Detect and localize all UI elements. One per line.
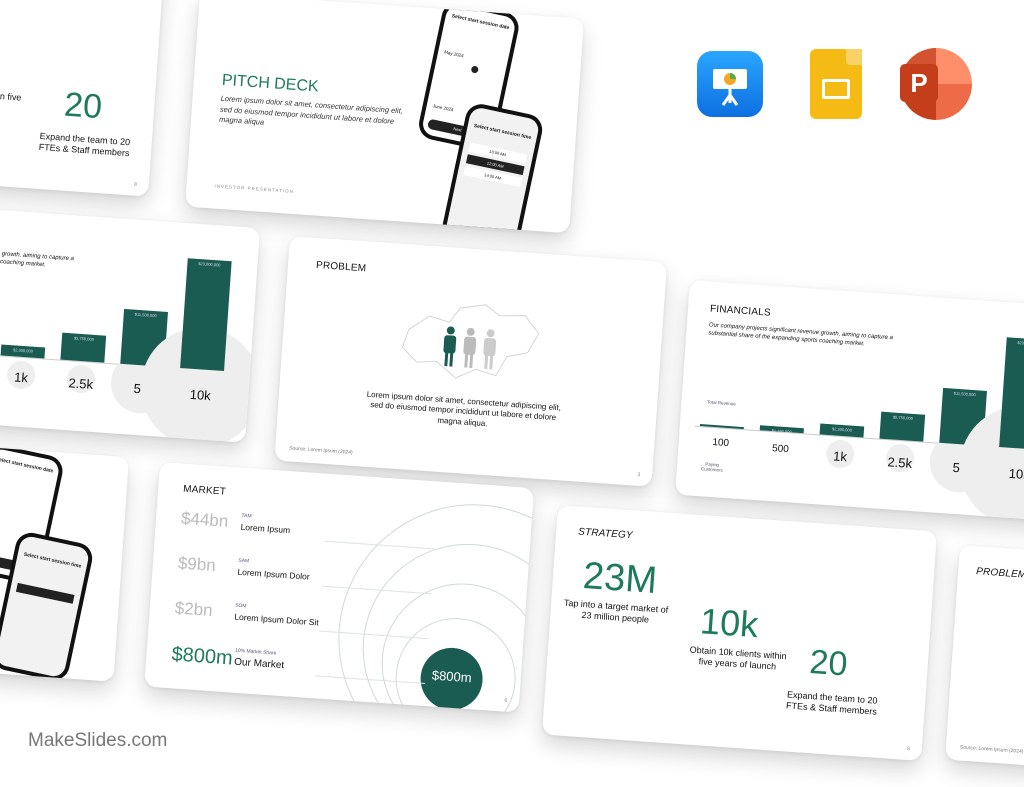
slide-strategy[interactable]: STRATEGY 23M Tap into a target market of… <box>541 505 938 761</box>
bar-value-label: $5,750,000 <box>892 413 914 421</box>
bar-value-label: $5,750,000 <box>73 334 95 342</box>
problem-title: PROBLEM <box>315 259 367 275</box>
bar-value-label: $11,500,000 <box>953 390 976 398</box>
revenue-bar: $5,750,000 <box>879 411 926 442</box>
stat-value: 10k <box>698 600 760 646</box>
customer-count: 2.5k <box>68 374 94 392</box>
customer-count: 1k <box>832 448 848 465</box>
customers-label: Paying Customers <box>700 461 723 473</box>
financials-description: Our company projects significant revenue… <box>0 243 75 269</box>
page-number: 8 <box>906 745 911 753</box>
bar-value-label: $23,000,000 <box>1017 339 1024 347</box>
problem-body: Lorem ipsum dolor sit amet, consectetur … <box>366 389 562 429</box>
stat-caption: Expand the team to 20 FTEs & Staff membe… <box>38 130 131 159</box>
powerpoint-icon: P <box>900 48 972 120</box>
slide-problem-partial[interactable]: PROBLEM Source: Lorem Ipsum (2024) <box>945 545 1024 787</box>
pitch-title: PITCH DECK <box>221 71 320 96</box>
bar-value-label: $2,300,000 <box>831 426 853 433</box>
map-illustration <box>402 304 540 379</box>
bar-value-label: $11,500,000 <box>134 311 157 319</box>
slide-pitch-deck[interactable]: PITCH DECK Lorem ipsum dolor sit amet, c… <box>185 0 585 234</box>
stat-caption: Expand the team to 20 FTEs & Staff membe… <box>785 689 878 717</box>
phone-heading: Select start session time <box>23 551 82 570</box>
customer-count: 10k <box>189 386 212 403</box>
revenue-bar: $23,000,000 <box>999 337 1024 451</box>
slide-strategy-partial[interactable]: 23M 10k Obtain 10k clients within five y… <box>0 0 165 197</box>
page-number: 6 <box>504 697 508 704</box>
phone-heading: Select start session time <box>473 122 532 142</box>
pitch-body: Lorem ipsum dolor sit amet, consectetur … <box>218 93 404 127</box>
source-note: Source: Lorem Ipsum (2024) <box>288 445 353 456</box>
stat-value: 20 <box>62 85 104 127</box>
financials-description: Our company projects significant revenue… <box>708 322 894 348</box>
bar-value-label: $1,150,000 <box>771 427 792 434</box>
source-note: Source: Lorem Ipsum (2024) <box>959 744 1024 755</box>
slide-market[interactable]: $800m MARKET 6 $44bn TAM Lorem Ipsum $9bn SA… <box>144 462 535 713</box>
market-tag: SOM <box>234 602 247 610</box>
keynote-icon <box>697 51 763 117</box>
pitch-footer: INVESTOR PRESENTATION <box>214 183 294 195</box>
bar-value-label: $2,300,000 <box>12 347 34 354</box>
page-number: 8 <box>133 181 138 188</box>
market-label: Lorem Ipsum Dolor <box>237 566 310 582</box>
people-icon <box>443 326 497 370</box>
phone-mockup-time: Select start session time <box>0 529 96 682</box>
customer-count: 1k <box>13 369 29 386</box>
time-slot[interactable] <box>15 582 75 604</box>
slide-financials[interactable]: FINANCIALS Our company projects significa… <box>675 280 1024 522</box>
google-slides-icon <box>810 49 862 119</box>
brand-watermark: MakeSlides.com <box>28 730 168 751</box>
market-title: MARKET <box>182 483 227 498</box>
calendar-month: May 2024 <box>443 49 465 59</box>
stat-value: 20 <box>808 642 849 684</box>
revenue-bar: $23,000,000 <box>180 258 232 372</box>
market-label: Lorem Ipsum <box>240 521 291 536</box>
market-tag: 10% Market Share <box>234 647 277 657</box>
bar-value-label: $23,000,000 <box>198 260 221 268</box>
market-value: $44bn <box>180 508 229 531</box>
customer-count: 2.5k <box>887 453 913 471</box>
financials-title: FINANCIALS <box>709 303 772 319</box>
market-tag: TAM <box>241 512 252 520</box>
market-tag: SAM <box>238 557 250 565</box>
revenue-bar: $5,750,000 <box>60 332 107 363</box>
slide-problem[interactable]: PROBLEM Lorem ipsum dolor sit amet, cons… <box>274 236 668 487</box>
customer-count: 500 <box>771 442 790 455</box>
revenue-label: Total Revenue <box>706 399 737 407</box>
market-value: $9bn <box>177 553 217 576</box>
market-value: $2bn <box>174 598 214 621</box>
phone-heading: Select start session date <box>451 13 510 32</box>
calendar-month: June 2024 <box>432 103 454 113</box>
problem-title: PROBLEM <box>975 566 1024 581</box>
revenue-bar: $1,150,000 <box>759 424 804 434</box>
stat-caption: Obtain 10k clients within five years of … <box>689 644 787 672</box>
strategy-title: STRATEGY <box>577 526 634 542</box>
customer-count: 100 <box>711 436 730 450</box>
market-label: Lorem Ipsum Dolor Sit <box>234 611 320 628</box>
selected-date[interactable] <box>470 65 479 74</box>
slide-app-partial[interactable]: Select start session date Select start s… <box>0 430 130 682</box>
stat-caption: Obtain 10k clients within five years of … <box>0 85 22 103</box>
page-number: 3 <box>637 471 641 479</box>
stat-value: 23M <box>581 554 659 603</box>
market-value: $800m <box>170 643 234 670</box>
phone-heading: Select start session date <box>0 456 54 475</box>
market-label: Our Market <box>233 656 285 672</box>
